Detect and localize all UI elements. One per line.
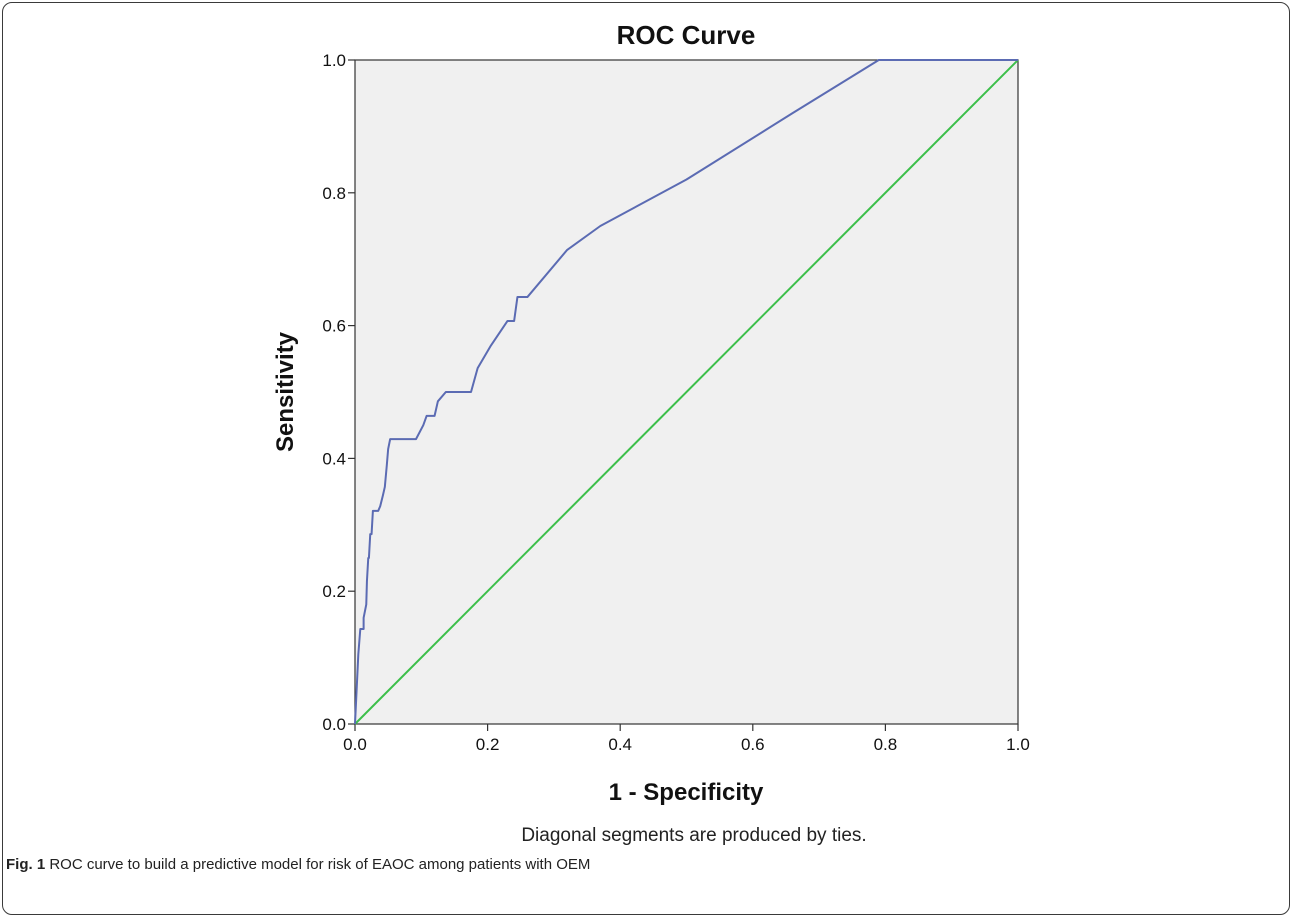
caption-label: Fig. 1 [6,856,46,873]
x-tick-label-4: 0.8 [874,735,898,754]
y-tick-label-1: 0.2 [322,582,346,601]
chart-title: ROC Curve [617,20,756,50]
y-tick-label-2: 0.4 [322,449,346,468]
x-axis-label: 1 - Specificity [609,779,764,806]
y-tick-label-5: 1.0 [322,51,346,70]
y-axis-ticks: 0.0 0.2 0.4 0.6 0.8 1.0 [322,51,355,734]
x-tick-label-3: 0.6 [741,735,765,754]
roc-curve-line [354,59,1018,725]
series-layer [354,59,1019,725]
figure-caption: Fig. 1 ROC curve to build a predictive m… [6,856,590,873]
x-tick-label-5: 1.0 [1006,735,1030,754]
chart-footnote: Diagonal segments are produced by ties. [521,825,866,846]
x-tick-label-1: 0.2 [476,735,500,754]
x-tick-label-0: 0.0 [343,735,367,754]
reference-diagonal-line [354,59,1019,725]
x-tick-label-2: 0.4 [608,735,632,754]
y-axis-label: Sensitivity [272,331,299,452]
y-tick-label-0: 0.0 [322,715,346,734]
y-tick-label-3: 0.6 [322,317,346,336]
x-axis-ticks: 0.0 0.2 0.4 0.6 0.8 1.0 [343,724,1030,754]
caption-text: ROC curve to build a predictive model fo… [45,856,591,873]
y-tick-label-4: 0.8 [322,184,346,203]
